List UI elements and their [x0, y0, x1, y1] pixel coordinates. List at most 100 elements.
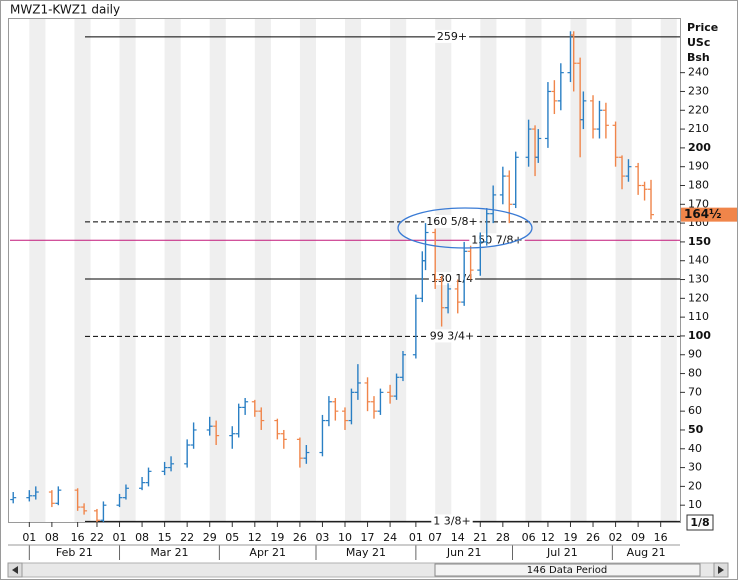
x-tick-label: 01 — [22, 531, 36, 544]
month-label: May 21 — [346, 546, 386, 559]
ohlc-bar — [332, 398, 339, 421]
ohlc-bar — [438, 275, 445, 327]
scroll-thumb[interactable] — [434, 563, 701, 577]
ohlc-bar — [580, 91, 587, 130]
x-tick-label: 28 — [496, 531, 510, 544]
ohlc-bar — [229, 426, 236, 449]
level-label: 259+ — [437, 30, 467, 43]
axis-title: Price — [687, 21, 718, 34]
x-tick-label: 03 — [315, 531, 329, 544]
week-band — [119, 19, 136, 522]
y-tick-label: 200 — [688, 141, 711, 154]
ohlc-bar — [499, 166, 506, 205]
ohlc-bar — [432, 228, 439, 289]
axis-title: USc — [687, 36, 710, 49]
week-band — [390, 19, 407, 522]
ohlc-bar — [235, 403, 242, 438]
y-tick-label: 90 — [688, 348, 702, 361]
x-tick-label: 17 — [361, 531, 375, 544]
last-price-label: 164½ — [684, 207, 721, 221]
ohlc-bar — [55, 486, 62, 506]
month-label: Feb 21 — [56, 546, 93, 559]
ohlc-bar — [422, 223, 429, 271]
axis-title: Bsh — [687, 51, 710, 64]
ohlc-bar — [32, 486, 39, 500]
x-tick-label: 08 — [45, 531, 59, 544]
week-band — [435, 19, 452, 522]
ohlc-bar — [26, 490, 33, 502]
ohlc-bar — [454, 279, 461, 314]
ohlc-bar — [535, 129, 542, 163]
ohlc-bar — [303, 445, 310, 464]
y-tick-label: 100 — [688, 329, 711, 342]
level-label: 160 5/8+ — [426, 215, 477, 228]
x-tick-label: 22 — [180, 531, 194, 544]
y-tick-label: 180 — [688, 178, 709, 191]
level-label: 1 3/8+ — [433, 514, 470, 527]
week-band — [29, 19, 46, 522]
x-tick-label: 10 — [338, 531, 352, 544]
ohlc-bar — [213, 420, 220, 446]
ohlc-bar — [551, 80, 558, 115]
ohlc-bar — [445, 283, 452, 314]
ohlc-bar — [641, 181, 648, 201]
week-bands — [29, 19, 677, 522]
ohlc-bar — [116, 493, 123, 508]
x-tick-label: 16 — [71, 531, 85, 544]
ohlc-bar — [348, 388, 355, 425]
ohlc-bar — [393, 373, 400, 400]
y-tick-label: 10 — [688, 498, 702, 511]
ohlc-bar — [280, 429, 287, 449]
x-tick-label: 26 — [293, 531, 307, 544]
y-tick-label: 110 — [688, 310, 709, 323]
ohlc-bar — [512, 151, 519, 209]
arrow-icon — [718, 566, 724, 574]
arrow-icon — [12, 566, 18, 574]
ohlc-bar — [145, 467, 152, 487]
y-tick-label: 120 — [688, 291, 709, 304]
ohlc-bar — [590, 95, 597, 139]
ohlc-bar — [274, 418, 281, 440]
y-tick-label: 170 — [688, 197, 709, 210]
ohlc-bar — [619, 155, 626, 190]
ohlc-bar — [377, 388, 384, 415]
level-label-bg — [431, 514, 473, 528]
ohlc-bar — [100, 501, 107, 523]
level-label-bg — [424, 214, 480, 228]
y-tick-label: 70 — [688, 385, 702, 398]
ohlc-bar — [477, 232, 484, 276]
ohlc-bar — [206, 416, 213, 436]
level-label: 99 3/4+ — [430, 329, 474, 342]
ohlc-bar — [570, 31, 577, 92]
last-price-box — [681, 207, 737, 222]
ohlc-bar — [251, 399, 258, 417]
level-label-bg — [434, 29, 470, 43]
x-tick-label: 19 — [270, 531, 284, 544]
y-tick-label: 140 — [688, 254, 709, 267]
month-label: Jun 21 — [446, 546, 482, 559]
y-tick-label: 80 — [688, 367, 702, 380]
week-band — [480, 19, 497, 522]
fraction-label: 1/8 — [690, 516, 709, 529]
week-band — [164, 19, 181, 522]
x-tick-label: 09 — [631, 531, 645, 544]
ohlc-bar — [319, 414, 326, 457]
ohlc-bar — [412, 294, 419, 359]
month-label: Aug 21 — [627, 546, 666, 559]
plot: 10 20 30 40 50 60 70 80 90 100 110 120 130 140 150 16 01… — [10, 29, 737, 560]
ohlc-bar — [596, 100, 603, 139]
x-tick-label: 21 — [473, 531, 487, 544]
y-tick-label: 30 — [688, 461, 702, 474]
ohlc-bar — [635, 162, 642, 195]
y-tick-label: 40 — [688, 442, 702, 455]
level-label-bg — [427, 329, 477, 343]
ohlc-bar — [387, 384, 394, 404]
scrollbar[interactable]: 146 Data Period — [7, 562, 729, 578]
x-tick-label: 12 — [248, 531, 262, 544]
annotation-ellipse — [397, 207, 533, 249]
week-band — [254, 19, 271, 522]
ohlc-bar — [354, 364, 361, 400]
x-tick-label: 22 — [90, 531, 104, 544]
week-band — [299, 19, 317, 522]
